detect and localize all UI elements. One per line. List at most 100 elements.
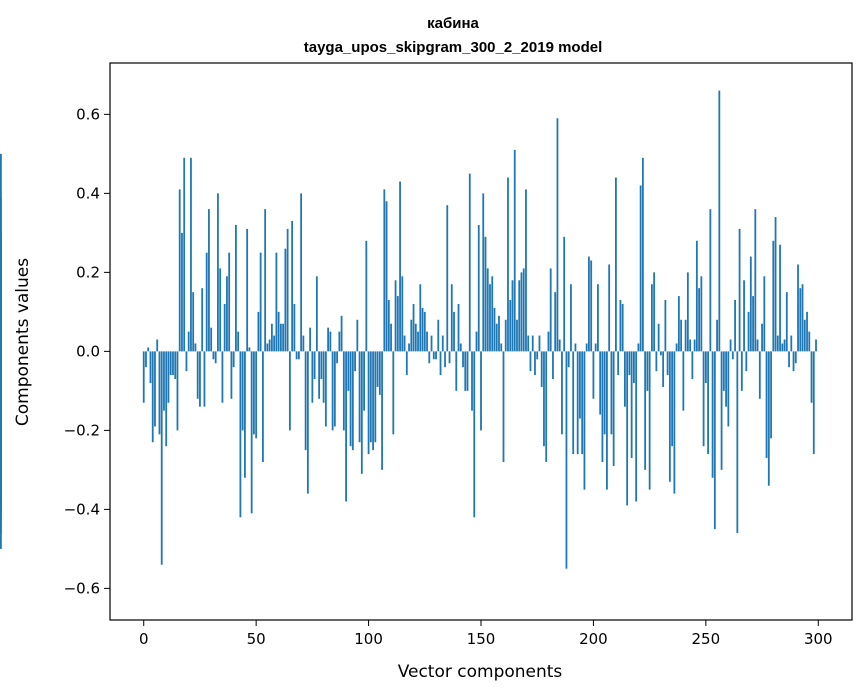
bar <box>417 331 419 352</box>
chart-subtitle: tayga_upos_skipgram_300_2_2019 model <box>304 39 603 56</box>
bar <box>758 351 761 399</box>
bar <box>698 288 700 352</box>
bar <box>511 280 514 352</box>
bar <box>621 303 624 352</box>
bar <box>255 351 258 439</box>
bar <box>241 351 244 431</box>
bar <box>212 351 215 360</box>
bar <box>300 193 303 352</box>
bar <box>187 331 190 352</box>
bar <box>363 351 365 411</box>
bar <box>700 276 703 352</box>
bar <box>558 339 561 352</box>
x-tick-label: 200 <box>579 630 608 648</box>
bar <box>304 351 307 451</box>
bar <box>277 311 280 352</box>
bar <box>210 327 213 352</box>
bar <box>435 351 437 360</box>
bar <box>785 292 788 352</box>
bar <box>266 343 269 352</box>
bar <box>473 351 476 518</box>
bar <box>675 343 678 352</box>
bar <box>315 276 318 352</box>
bar <box>149 351 152 383</box>
bar <box>513 149 516 352</box>
bar <box>226 276 228 352</box>
bar <box>154 351 156 427</box>
x-tick-label: 50 <box>247 630 266 648</box>
bar <box>601 351 604 462</box>
bar <box>423 311 426 352</box>
bar <box>327 327 329 352</box>
bar <box>217 193 219 352</box>
bar <box>650 284 653 352</box>
bar <box>662 351 665 387</box>
bar <box>471 351 473 411</box>
bar <box>567 351 570 368</box>
bar <box>725 351 727 407</box>
bar <box>747 311 750 352</box>
bar <box>718 90 721 352</box>
bar <box>509 300 512 352</box>
bar <box>592 351 595 399</box>
bar <box>745 351 748 372</box>
bar <box>500 343 503 352</box>
bar <box>534 351 536 376</box>
bar <box>408 343 410 352</box>
bar <box>689 339 692 352</box>
bar <box>673 351 676 494</box>
bar <box>540 351 543 387</box>
bar <box>635 351 638 502</box>
bar <box>554 292 557 352</box>
bar <box>644 351 647 470</box>
plot-frame <box>109 62 853 621</box>
bar <box>549 268 552 352</box>
bar <box>282 323 285 352</box>
bar <box>444 351 446 368</box>
bar <box>531 335 534 352</box>
bar <box>176 351 179 431</box>
y-tick-label: 0.4 <box>76 184 100 202</box>
bar <box>219 268 222 352</box>
bar <box>561 351 563 435</box>
bar <box>142 351 145 403</box>
bar <box>815 339 817 352</box>
bar <box>399 181 401 352</box>
bar <box>612 351 615 466</box>
bar <box>606 351 608 490</box>
bar <box>356 319 359 352</box>
bar <box>239 351 242 518</box>
bar <box>779 244 781 352</box>
bar <box>504 319 507 352</box>
bar <box>516 319 518 352</box>
bar <box>529 351 532 372</box>
bar <box>221 351 224 403</box>
bar <box>682 351 685 411</box>
bar <box>392 351 395 435</box>
bar <box>248 347 251 352</box>
bar <box>455 351 458 391</box>
x-axis-label: Vector components <box>398 662 563 682</box>
bar <box>583 351 586 490</box>
bar <box>594 343 597 352</box>
bar <box>347 351 350 391</box>
bar <box>374 351 377 443</box>
bar <box>709 209 712 352</box>
bar <box>183 157 186 352</box>
bar <box>641 157 644 352</box>
bar <box>624 351 626 407</box>
bar <box>151 351 154 443</box>
chart-title: кабина <box>427 15 479 32</box>
bar <box>585 343 588 352</box>
bar <box>615 177 617 352</box>
bar <box>410 319 413 352</box>
bar <box>297 351 300 360</box>
bar <box>163 351 165 411</box>
bar <box>734 300 736 352</box>
bar <box>590 260 593 352</box>
bar <box>581 351 584 455</box>
bar <box>421 307 424 352</box>
bar <box>459 343 462 352</box>
bar <box>639 185 642 352</box>
